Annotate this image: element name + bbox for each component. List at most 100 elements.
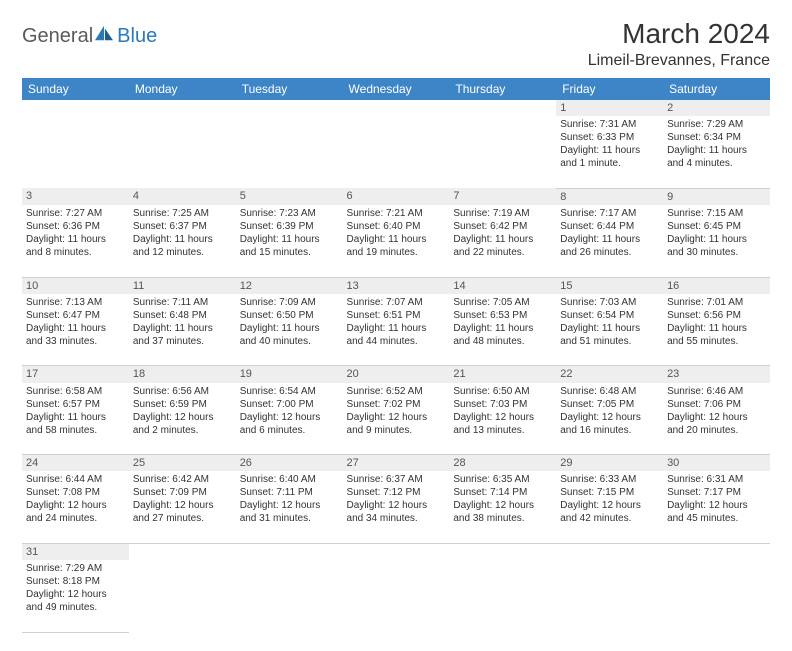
cell-line-ss: Sunset: 6:56 PM [667,309,766,322]
day-detail-cell: Sunrise: 7:15 AMSunset: 6:45 PMDaylight:… [663,205,770,277]
cell-line-ss: Sunset: 6:50 PM [240,309,339,322]
day-detail-cell [449,560,556,632]
month-title: March 2024 [588,18,770,50]
day-number-cell [449,543,556,560]
cell-line-sr: Sunrise: 6:54 AM [240,385,339,398]
day-number-cell: 24 [22,455,129,472]
cell-line-dl1: Daylight: 12 hours [347,411,446,424]
cell-line-sr: Sunrise: 6:48 AM [560,385,659,398]
daynum-row: 24252627282930 [22,455,770,472]
cell-line-ss: Sunset: 7:12 PM [347,486,446,499]
cell-line-sr: Sunrise: 6:58 AM [26,385,125,398]
day-detail-cell: Sunrise: 7:17 AMSunset: 6:44 PMDaylight:… [556,205,663,277]
day-number-cell: 29 [556,455,663,472]
day-detail-cell: Sunrise: 7:29 AMSunset: 8:18 PMDaylight:… [22,560,129,632]
day-number-cell: 11 [129,277,236,294]
logo-text-general: General [22,25,93,48]
cell-line-ss: Sunset: 6:40 PM [347,220,446,233]
cell-line-ss: Sunset: 6:57 PM [26,398,125,411]
day-number-cell [663,543,770,560]
cell-line-dl2: and 20 minutes. [667,424,766,437]
cell-line-dl2: and 6 minutes. [240,424,339,437]
cell-line-ss: Sunset: 7:09 PM [133,486,232,499]
cell-line-dl1: Daylight: 12 hours [26,499,125,512]
weekday-header: Saturday [663,78,770,100]
day-detail-cell: Sunrise: 7:23 AMSunset: 6:39 PMDaylight:… [236,205,343,277]
cell-line-dl2: and 16 minutes. [560,424,659,437]
day-detail-cell: Sunrise: 7:03 AMSunset: 6:54 PMDaylight:… [556,294,663,366]
cell-line-dl2: and 49 minutes. [26,601,125,614]
title-block: March 2024 Limeil-Brevannes, France [588,18,770,70]
daynum-row: 10111213141516 [22,277,770,294]
cell-line-sr: Sunrise: 7:25 AM [133,207,232,220]
cell-line-ss: Sunset: 6:53 PM [453,309,552,322]
cell-line-dl2: and 15 minutes. [240,246,339,259]
day-detail-cell: Sunrise: 7:21 AMSunset: 6:40 PMDaylight:… [343,205,450,277]
cell-line-ss: Sunset: 7:03 PM [453,398,552,411]
cell-line-dl2: and 13 minutes. [453,424,552,437]
cell-line-sr: Sunrise: 7:19 AM [453,207,552,220]
cell-line-ss: Sunset: 6:36 PM [26,220,125,233]
cell-line-dl1: Daylight: 11 hours [26,233,125,246]
day-number-cell: 16 [663,277,770,294]
weekday-header: Sunday [22,78,129,100]
weekday-header: Tuesday [236,78,343,100]
cell-line-ss: Sunset: 6:39 PM [240,220,339,233]
cell-line-dl1: Daylight: 12 hours [240,499,339,512]
day-detail-cell [343,560,450,632]
day-number-cell: 30 [663,455,770,472]
day-detail-cell [556,560,663,632]
cell-line-dl1: Daylight: 11 hours [667,144,766,157]
day-number-cell: 12 [236,277,343,294]
day-number-cell: 7 [449,188,556,205]
weekday-header-row: Sunday Monday Tuesday Wednesday Thursday… [22,78,770,100]
cell-line-dl1: Daylight: 11 hours [347,322,446,335]
cell-line-dl2: and 19 minutes. [347,246,446,259]
day-number-cell [449,100,556,116]
cell-line-dl1: Daylight: 12 hours [133,411,232,424]
cell-line-dl2: and 42 minutes. [560,512,659,525]
day-number-cell [236,543,343,560]
cell-line-dl2: and 24 minutes. [26,512,125,525]
day-detail-cell: Sunrise: 6:31 AMSunset: 7:17 PMDaylight:… [663,471,770,543]
cell-line-dl2: and 2 minutes. [133,424,232,437]
cell-line-dl2: and 33 minutes. [26,335,125,348]
cell-line-sr: Sunrise: 7:27 AM [26,207,125,220]
day-detail-cell: Sunrise: 6:37 AMSunset: 7:12 PMDaylight:… [343,471,450,543]
cell-line-dl1: Daylight: 12 hours [240,411,339,424]
cell-line-sr: Sunrise: 6:37 AM [347,473,446,486]
day-detail-cell [129,116,236,188]
cell-line-ss: Sunset: 6:42 PM [453,220,552,233]
cell-line-ss: Sunset: 8:18 PM [26,575,125,588]
day-detail-cell [129,560,236,632]
cell-line-sr: Sunrise: 6:52 AM [347,385,446,398]
cell-line-sr: Sunrise: 7:29 AM [667,118,766,131]
cell-line-ss: Sunset: 6:44 PM [560,220,659,233]
cell-line-dl1: Daylight: 11 hours [560,144,659,157]
day-number-cell: 4 [129,188,236,205]
cell-line-sr: Sunrise: 7:13 AM [26,296,125,309]
cell-line-dl2: and 27 minutes. [133,512,232,525]
day-number-cell [236,100,343,116]
day-detail-cell: Sunrise: 6:48 AMSunset: 7:05 PMDaylight:… [556,383,663,455]
cell-line-dl2: and 30 minutes. [667,246,766,259]
day-detail-cell: Sunrise: 6:50 AMSunset: 7:03 PMDaylight:… [449,383,556,455]
cell-line-dl2: and 55 minutes. [667,335,766,348]
cell-line-dl1: Daylight: 12 hours [560,411,659,424]
day-number-cell: 31 [22,543,129,560]
cell-line-sr: Sunrise: 7:23 AM [240,207,339,220]
cell-line-sr: Sunrise: 7:03 AM [560,296,659,309]
cell-line-dl2: and 37 minutes. [133,335,232,348]
day-number-cell: 13 [343,277,450,294]
day-number-cell [343,543,450,560]
day-detail-cell [449,116,556,188]
day-detail-cell: Sunrise: 7:01 AMSunset: 6:56 PMDaylight:… [663,294,770,366]
day-number-cell: 17 [22,366,129,383]
logo-sail-icon [93,24,115,42]
cell-line-ss: Sunset: 7:14 PM [453,486,552,499]
cell-line-dl1: Daylight: 11 hours [240,233,339,246]
cell-line-ss: Sunset: 6:51 PM [347,309,446,322]
daynum-row: 12 [22,100,770,116]
calendar-table: Sunday Monday Tuesday Wednesday Thursday… [22,78,770,633]
day-detail-cell: Sunrise: 7:25 AMSunset: 6:37 PMDaylight:… [129,205,236,277]
